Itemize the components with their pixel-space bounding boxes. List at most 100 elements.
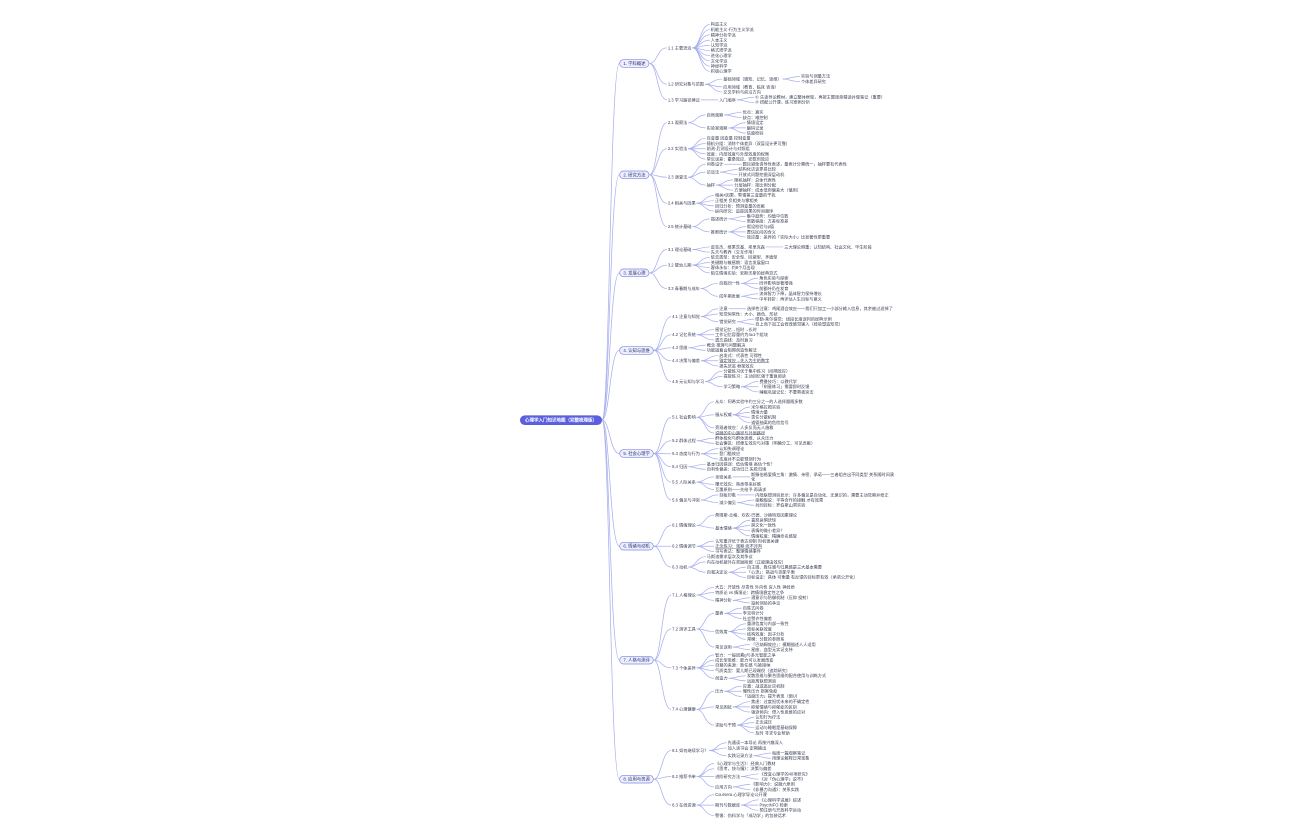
leaf-topic[interactable]: 基本归因错误：低估情境 高估个性？ [706,461,775,467]
leaf-topic[interactable]: 睡眠巩固记忆：不要熬夜突击 [759,389,814,395]
leaf-topic[interactable]: 积极心理学 [710,68,732,74]
subtopic[interactable]: 3.1 理论基础 [667,247,692,252]
leaf-topic[interactable]: 加入读书会 定期输出 [727,745,767,751]
leaf-topic[interactable]: 自陈式问卷 [742,605,764,611]
leaf-topic[interactable]: 交叉学科与前沿方向 [723,89,761,95]
subtopic[interactable]: 1.2 研究对象与范围 [667,81,704,87]
leaf-topic[interactable]: 「适度压力」提升表现（倒U） [742,694,800,699]
leaf-topic[interactable]: 道德抽离的危险信号 [751,420,789,425]
subtopic[interactable]: 8.3 在线资源 [672,802,696,808]
leaf-topic[interactable]: 皮亚杰、维果茨基、埃里克森 [710,244,765,250]
main-topic[interactable]: 4. 认知与思维 [619,346,654,355]
subtopic[interactable]: 2.1 观察法 [667,120,688,126]
leaf-topic[interactable]: 假设检验与p值 [746,224,775,230]
leaf-topic[interactable]: 信度检验 [746,130,764,136]
subtopic[interactable]: 2.3 调查法 [667,174,688,180]
leaf-topic[interactable]: 及时 寻求专业帮助 [755,730,790,736]
leaf-topic[interactable]: 刻板印象 [719,492,736,498]
leaf-topic[interactable]: 缺点：难控制 [742,115,768,120]
leaf-topic[interactable]: 开放式问题挖掘深层动机 [738,172,785,178]
leaf-topic[interactable]: 关键期与敏感期：语言发展窗口 [710,260,770,265]
leaf-topic[interactable]: 责任分散机制 [751,415,777,420]
leaf-topic[interactable]: 应激：战或逃反应机制 [742,683,785,689]
leaf-topic[interactable]: 期刊与数据库 [715,802,741,808]
leaf-topic[interactable]: 自变量 因变量 控制变量 [706,135,751,141]
leaf-topic[interactable]: 选择性注意：鸡尾酒会效应——我们只加工一小部分输入信息，其余被过滤掉了 [746,306,893,312]
leaf-topic[interactable]: 访谈法 [706,169,720,175]
leaf-topic[interactable]: 三大理论侧重：认知结构、社会文化、毕生阶段 [784,244,872,250]
subtopic[interactable]: 7.4 心理健康 [672,707,696,712]
leaf-topic[interactable]: 《对「伪心理学」说不》 [759,776,806,782]
leaf-topic[interactable]: 用理论解释日常现象 [771,756,810,761]
leaf-topic[interactable]: 问卷设计 [706,161,724,167]
leaf-topic[interactable]: 成长型思维：能力可以发展改变 [715,657,774,663]
subtopic[interactable]: 6.1 情绪理论 [672,523,696,528]
leaf-topic[interactable]: 情境设定 [746,120,764,126]
subtopic[interactable]: 7.3 个体差异 [672,665,696,671]
leaf-topic[interactable]: 《思考，快与慢》：决策与偏差 [715,766,772,772]
leaf-topic[interactable]: 纵向研究：追踪因果的时间顺序 [714,208,774,214]
leaf-topic[interactable]: 情绪粒度：精确命名感受 [751,533,797,539]
subtopic[interactable]: 4.1 注意与知觉 [672,314,700,319]
leaf-topic[interactable]: 应用领域（教育、临床 咨询） [723,84,779,90]
leaf-topic[interactable]: 书写表达：整理情绪事件 [715,549,761,554]
leaf-topic[interactable]: 正念减压 [755,720,772,725]
leaf-topic[interactable]: 量表 [715,610,724,616]
leaf-topic[interactable]: 自尊的来源：胜任感 与被接纳 [715,662,771,668]
leaf-topic[interactable]: 学习策略 [723,384,741,390]
main-topic[interactable]: 3. 发展心理 [619,268,650,278]
leaf-topic[interactable]: 强迫倾向：侵入性思维的应对 [751,709,806,715]
leaf-topic[interactable]: 随机分组：消除个体差异（双盲设计更可靠） [706,141,790,146]
leaf-topic[interactable]: 求助与干预 [715,722,736,728]
leaf-topic[interactable]: 斯滕伯格爱情三角：激情、亲密、承诺——三者组合出不同类型 关系随时间演化 [751,472,894,482]
leaf-topic[interactable]: 共同目标：罗伯斯山洞实验 [755,502,806,508]
leaf-topic[interactable]: 客体永存：约8个月出现 [710,265,755,271]
leaf-topic[interactable]: 注意 [719,306,728,312]
leaf-topic[interactable]: 中年转折：再评估人生目标与意义 [759,296,822,302]
leaf-topic[interactable]: PsycINFO 检索 [759,802,788,808]
leaf-topic[interactable]: 先天与教养（交互作用） [710,249,757,255]
leaf-topic[interactable]: 认知失调理论 [719,446,745,451]
leaf-topic[interactable]: 投射测验的争议 [751,600,781,606]
leaf-topic[interactable]: 目标设定：具体 可衡量 有反馈的目标更有效（承诺公开化） [746,575,858,580]
leaf-topic[interactable]: 前测-后测设计与对照组 [706,146,750,152]
main-topic[interactable]: 7. 人格与测评 [619,655,654,665]
leaf-topic[interactable]: 基础领域（感知、记忆、思维） [723,76,782,82]
leaf-topic[interactable]: 发散思维与聚合思维的配合使用与训练方式 [746,673,827,679]
leaf-topic[interactable]: 群体极化与群体思维、从众压力 [715,435,774,441]
leaf-topic[interactable]: 费曼技巧：以教代学 [759,379,797,384]
leaf-topic[interactable]: 依恋类型：安全型、回避型、矛盾型 [710,254,778,260]
leaf-topic[interactable]: 《心理科学进展》综述 [759,797,802,803]
leaf-topic[interactable]: 自我同一性 [719,280,740,286]
subtopic[interactable]: 6.2 情绪调节 [672,543,696,549]
leaf-topic[interactable]: 入门顺序 [719,97,736,103]
main-topic[interactable]: 8. 应用与资源 [619,774,654,784]
leaf-topic[interactable]: 成年期发展 [719,293,740,299]
main-topic[interactable]: 2. 研究方法 [619,170,650,179]
leaf-topic[interactable]: 随机抽样：总体代表性 [734,177,776,183]
leaf-topic[interactable]: 《非暴力沟通》：关系实践 [751,787,800,792]
leaf-topic[interactable]: 精神分析 [715,597,732,603]
subtopic[interactable]: 2.5 统计基础 [667,224,692,230]
leaf-topic[interactable]: 马斯洛需求层次及其争议 [706,554,753,560]
leaf-topic[interactable]: 从众：阿希实验中约三分之一的人选择跟随多数 [715,399,803,405]
leaf-topic[interactable]: 概念 推理与问题解决 [706,342,746,348]
leaf-topic[interactable]: 损失厌恶 框架效应 [719,363,754,369]
leaf-topic[interactable]: 错觉研究 [719,319,736,325]
leaf-topic[interactable]: 常见误差：霍桑效应、安慰剂效应 [706,156,770,162]
subtopic[interactable]: 1.1 主要流派 [667,45,692,51]
leaf-topic[interactable]: 旁观者效应：人多反而无人施救 [715,425,774,431]
leaf-topic[interactable]: 《改变心理学的40项研究》 [759,771,810,777]
leaf-topic[interactable]: 感觉记忆→短时→长时 [715,327,757,332]
leaf-topic[interactable]: 集中趋势：均值中位数 [746,213,789,219]
leaf-topic[interactable]: 实践记录方法 [727,753,753,759]
leaf-topic[interactable]: 神经科学 [710,63,728,69]
leaf-topic[interactable]: 描述统计 [710,216,728,222]
leaf-topic[interactable]: 说服的中心路径与外周路径 [715,430,766,436]
leaf-topic[interactable]: 社会懈怠：搭便车效应与对策（明确分工、可见贡献） [715,441,816,446]
subtopic[interactable]: 7.2 测评工具 [672,626,696,632]
leaf-topic[interactable]: 「刻意练习」需要即时反馈 [759,384,810,390]
main-topic[interactable]: 5. 社会心理学 [619,449,654,458]
leaf-topic[interactable]: 自上而下加工会修改感觉输入（经验塑造知觉） [755,322,843,327]
leaf-topic[interactable]: 启发式：代表性 可得性 [719,353,763,358]
